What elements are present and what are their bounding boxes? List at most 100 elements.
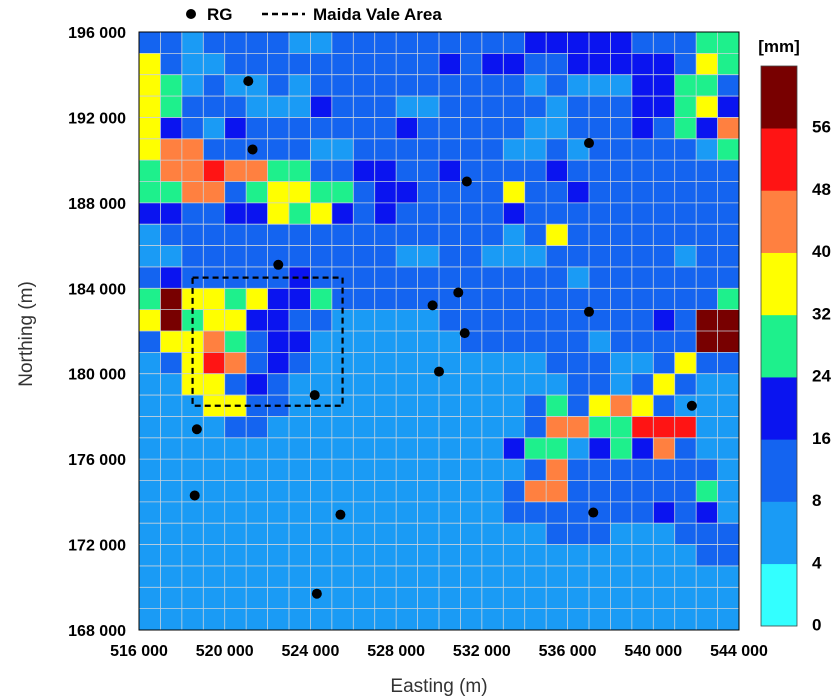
heatmap-cell [289, 96, 311, 118]
heatmap-cell [546, 309, 568, 332]
heatmap-cell [439, 352, 461, 375]
heatmap-cell [653, 437, 676, 460]
heatmap-cell [224, 53, 247, 76]
maida-vale-area-layer [191, 276, 344, 407]
heatmap-cell [331, 416, 354, 439]
heatmap-cell [289, 117, 311, 140]
heatmap-cell [610, 138, 633, 161]
heatmap-cell [396, 587, 418, 610]
heatmap-cell [503, 245, 526, 268]
heatmap-cell [396, 373, 418, 396]
heatmap-cell [653, 224, 676, 246]
heatmap-cell [267, 202, 290, 225]
heatmap-cell [674, 138, 697, 161]
heatmap-cell [631, 245, 654, 268]
heatmap-cell [310, 395, 333, 417]
heatmap-cell [696, 138, 718, 161]
heatmap-cell [653, 309, 676, 332]
heatmap-cell [653, 373, 676, 396]
heatmap-cell [289, 373, 311, 396]
heatmap-cell [481, 480, 504, 503]
heatmap-cell [246, 245, 268, 268]
heatmap-cell [224, 96, 247, 118]
heatmap-cell [503, 138, 526, 161]
heatmap-cell [674, 181, 697, 204]
heatmap-cell [439, 96, 461, 118]
heatmap-cell [353, 224, 376, 246]
heatmap-cell [374, 96, 397, 118]
heatmap-cell [396, 96, 418, 118]
heatmap-cell [503, 202, 526, 225]
heatmap-cell [396, 32, 418, 54]
heatmap-cell [546, 416, 568, 439]
heatmap-cell [460, 501, 483, 524]
heatmap-cell [589, 352, 611, 375]
colorbar-tick-label: 4 [812, 553, 822, 572]
y-tick-label: 168 000 [68, 623, 126, 640]
heatmap-cell [374, 480, 397, 503]
heatmap-cell [353, 395, 376, 417]
heatmap-cell [674, 96, 697, 118]
heatmap-cell [374, 459, 397, 481]
heatmap-cell [396, 331, 418, 353]
heatmap-cell [160, 352, 183, 375]
heatmap-cell [160, 309, 183, 332]
heatmap-cell [160, 224, 183, 246]
heatmap-cell [289, 160, 311, 182]
rain-gauge-point [584, 306, 594, 317]
heatmap-cell [181, 32, 204, 54]
heatmap-cell [653, 480, 676, 503]
heatmap-cell [631, 459, 654, 481]
heatmap-cell [396, 523, 418, 545]
heatmap-cell [331, 181, 354, 204]
heatmap-cell [481, 416, 504, 439]
heatmap-cell [139, 181, 161, 204]
heatmap-cell [589, 523, 611, 545]
rain-gauge-point [459, 328, 470, 339]
colorbar-unit: [mm] [758, 37, 800, 56]
heatmap-cell [353, 74, 376, 97]
heatmap-cell [160, 266, 183, 289]
heatmap-cell [246, 416, 268, 439]
heatmap-cell [289, 608, 311, 631]
heatmap-cell [181, 245, 204, 268]
heatmap-cell [203, 480, 226, 503]
heatmap-cell [396, 395, 418, 417]
heatmap-cell [160, 245, 183, 268]
heatmap-cell [546, 202, 568, 225]
heatmap-cell [674, 459, 697, 481]
heatmap-cell [696, 608, 718, 631]
heatmap-cell [374, 32, 397, 54]
heatmap-cell [503, 437, 526, 460]
heatmap-cell [631, 395, 654, 417]
heatmap-cell [524, 117, 547, 140]
heatmap-cell [289, 352, 311, 375]
heatmap-cell [374, 181, 397, 204]
heatmap-cell [246, 53, 268, 76]
colorbar-bin [761, 128, 797, 191]
heatmap-cell [610, 608, 633, 631]
heatmap-cell [203, 309, 226, 332]
heatmap-cell [439, 74, 461, 97]
heatmap-cell [139, 565, 161, 588]
heatmap-cell [631, 202, 654, 225]
heatmap-cell [717, 96, 740, 118]
heatmap-cell [610, 202, 633, 225]
heatmap-cell [567, 587, 590, 610]
heatmap-cell [267, 331, 290, 353]
heatmap-cell [589, 224, 611, 246]
heatmap-cell [717, 117, 740, 140]
heatmap-cell [481, 459, 504, 481]
heatmap-cell [567, 309, 590, 332]
heatmap-cell [289, 266, 311, 289]
heatmap-cell [610, 565, 633, 588]
rain-gauge-layer [189, 76, 697, 599]
heatmap-cell [331, 523, 354, 545]
heatmap-cell [653, 288, 676, 311]
heatmap-cell [246, 96, 268, 118]
heatmap-cell [396, 74, 418, 97]
heatmap-cell [546, 480, 568, 503]
heatmap-cell [567, 501, 590, 524]
heatmap-cell [546, 181, 568, 204]
heatmap-cell [653, 160, 676, 182]
